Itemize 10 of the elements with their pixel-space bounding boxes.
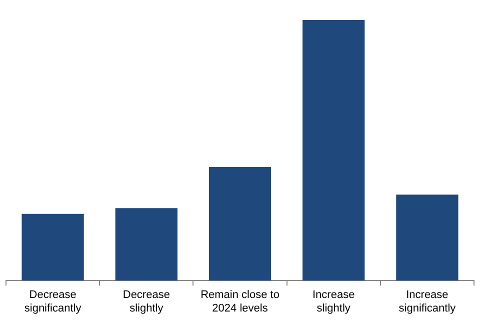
bar xyxy=(22,214,84,281)
x-tick-label: Increase slightly xyxy=(312,289,355,314)
x-tick-label: Decrease slightly xyxy=(122,289,170,314)
x-tick-label: Increase significantly xyxy=(398,289,456,314)
bar xyxy=(396,194,458,281)
bar xyxy=(302,20,365,281)
x-tick-label: Remain close to 2024 levels xyxy=(200,289,280,314)
bar xyxy=(208,166,272,281)
x-tick-label: Decrease significantly xyxy=(24,289,82,314)
bar xyxy=(115,208,178,281)
